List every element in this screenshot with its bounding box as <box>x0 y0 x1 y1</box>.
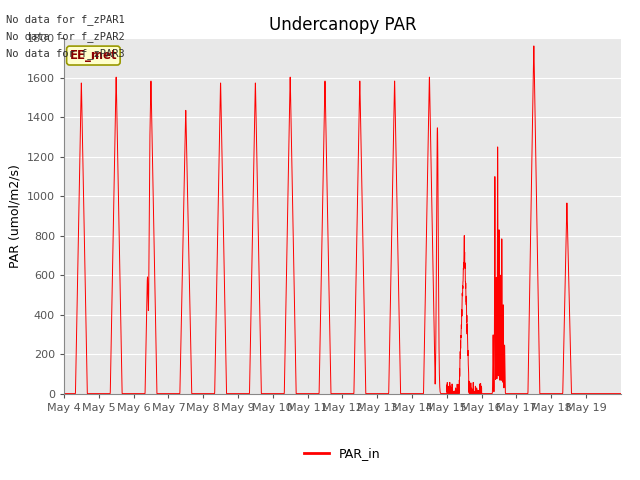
Text: EE_met: EE_met <box>70 49 117 62</box>
Text: No data for f_zPAR2: No data for f_zPAR2 <box>6 31 125 42</box>
Title: Undercanopy PAR: Undercanopy PAR <box>269 16 416 34</box>
Y-axis label: PAR (umol/m2/s): PAR (umol/m2/s) <box>8 164 21 268</box>
Text: No data for f_zPAR3: No data for f_zPAR3 <box>6 48 125 59</box>
Legend: PAR_in: PAR_in <box>299 443 386 466</box>
Text: No data for f_zPAR1: No data for f_zPAR1 <box>6 14 125 25</box>
